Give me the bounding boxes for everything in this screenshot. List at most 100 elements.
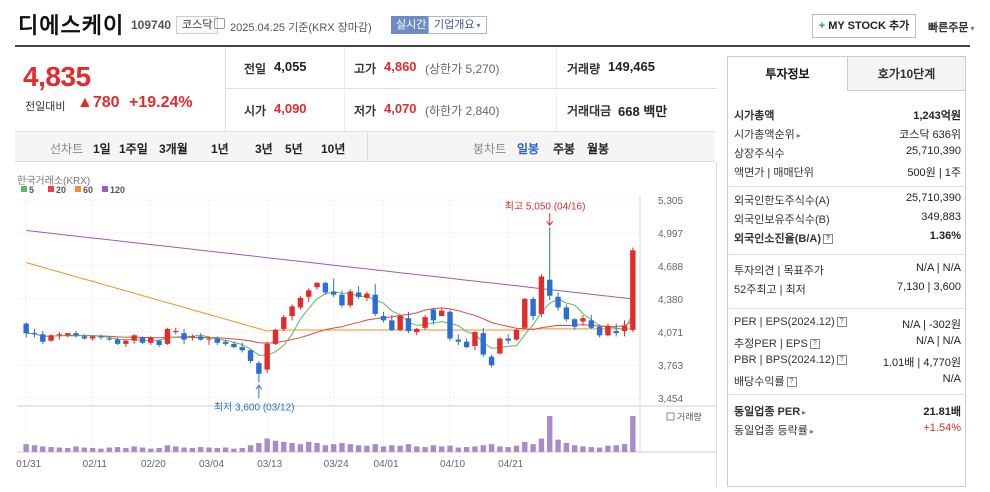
info-value: 1.36%: [929, 230, 961, 242]
quick-order-button[interactable]: 빠른주문 ▾: [928, 19, 975, 35]
help-icon[interactable]: ?: [809, 339, 820, 350]
tab-orderbook[interactable]: 호가10단계: [847, 57, 965, 91]
candle-body: [480, 333, 486, 355]
candle-body: [148, 337, 154, 343]
candle-body: [222, 341, 229, 344]
volume-bar: [189, 447, 196, 452]
y-tick-label: 3,454: [658, 394, 683, 405]
volume-bar: [322, 445, 329, 452]
volume-bar: [56, 447, 63, 452]
divider: [226, 88, 717, 89]
info-key: 외국인소진율(B/A)?: [734, 230, 833, 246]
candle-body: [56, 334, 63, 336]
mystock-add-button[interactable]: + MY STOCK 추가: [812, 14, 916, 38]
period-tab-4[interactable]: 1년: [211, 142, 229, 156]
info-row[interactable]: 시가총액순위 ▸ 코스닥 636위: [734, 126, 961, 145]
volume-bar: [422, 447, 428, 452]
candle-tab-1[interactable]: 일봉: [517, 142, 540, 156]
candle-body: [430, 309, 437, 321]
period-tab-3[interactable]: 3개월: [159, 142, 188, 156]
help-icon[interactable]: ?: [786, 377, 797, 388]
ma5-line: [26, 291, 634, 356]
candle-tab-2[interactable]: 주봉: [553, 142, 576, 156]
info-row: 상장주식수 25,710,390: [734, 145, 961, 164]
candle-tab-3[interactable]: 월봉: [587, 142, 610, 156]
info-key: 액면가 | 매매단위: [734, 167, 814, 179]
info-key: 시가총액순위 ▸: [734, 129, 801, 141]
ma-legend-swatch: [48, 186, 54, 192]
candle-body: [438, 310, 445, 317]
ma-legend-swatch: [75, 186, 81, 192]
info-value: N/A | -302원: [902, 319, 961, 331]
info-row[interactable]: 동일업종 등락률 ▸ +1.54%: [734, 422, 961, 441]
volume-bar: [231, 448, 237, 452]
info-value: N/A: [942, 373, 961, 385]
period-tab-1[interactable]: 1일: [93, 142, 111, 156]
help-icon[interactable]: ?: [836, 355, 847, 366]
company-overview-button[interactable]: 기업개요 ▾: [428, 16, 487, 34]
candle-body: [272, 329, 279, 344]
candle-body: [322, 282, 329, 293]
info-row: 외국인한도주식수(A) 25,710,390: [734, 192, 961, 211]
info-value: 25,710,390: [905, 192, 961, 204]
volume-bar: [272, 440, 279, 452]
info-row: 투자의견 | 목표주가 N/A | N/A: [734, 262, 961, 281]
volume-bar: [480, 445, 486, 452]
candle-body: [447, 311, 453, 339]
period-tab-5[interactable]: 3년: [255, 142, 273, 156]
candle-body: [297, 297, 304, 308]
info-row[interactable]: 동일업종 PER ▸ 21.81배: [734, 403, 961, 422]
help-icon[interactable]: ?: [823, 234, 833, 245]
volume-bar: [297, 444, 304, 452]
candle-body: [330, 291, 337, 295]
lower-limit: (하한가 2,840): [425, 104, 500, 118]
y-tick-label: 4,997: [658, 229, 683, 240]
candle-body: [588, 320, 594, 328]
realtime-button[interactable]: 실시간: [391, 16, 432, 34]
candle-body: [505, 338, 511, 341]
info-row: PBR | BPS(2024.12)? 1.01배 | 4,770원: [734, 354, 961, 373]
candle-body: [164, 328, 171, 344]
candle-body: [173, 331, 179, 333]
volume-bar: [613, 445, 619, 452]
stock-chart[interactable]: 한국거래소(KRX) 5 20 60 120 5,305 4,997 4,688 4,380 4,…: [15, 162, 717, 487]
divider: [367, 132, 368, 161]
volume-bar: [364, 445, 370, 452]
info-value: N/A | N/A: [915, 262, 961, 274]
period-tab-6[interactable]: 5년: [285, 142, 303, 156]
volume-bar: [438, 446, 445, 452]
candle-body: [89, 336, 96, 339]
tab-invest-info[interactable]: 투자정보: [728, 57, 847, 91]
help-icon[interactable]: ?: [836, 317, 847, 328]
ma-legend-label: 60: [83, 185, 93, 195]
volume-bar: [621, 444, 628, 452]
volume-bar: [513, 445, 520, 452]
candle-body: [114, 339, 121, 344]
ma20-line: [26, 307, 634, 344]
divider: [15, 45, 970, 47]
candle-body: [571, 319, 578, 327]
amount-unit: 백만: [643, 104, 668, 119]
volume-bar: [314, 443, 320, 452]
candle-body: [389, 320, 395, 330]
period-tab-7[interactable]: 10년: [321, 142, 346, 156]
candle-body: [613, 331, 619, 334]
volume-bar: [48, 447, 54, 452]
divider: [729, 394, 966, 395]
volume-bar: [23, 444, 29, 452]
x-tick-label: 03/24: [324, 459, 349, 470]
plus-icon: +: [818, 20, 829, 32]
period-tab-2[interactable]: 1주일: [119, 142, 148, 156]
volume-bar: [596, 447, 603, 452]
x-tick-label: 03/04: [199, 459, 224, 470]
divider: [344, 47, 345, 131]
prev-label: 전일: [244, 62, 267, 76]
market-badge: 코스닥: [176, 16, 219, 34]
volume-bar: [463, 447, 470, 452]
volume-bar: [81, 447, 88, 452]
x-tick-label: 04/10: [440, 459, 465, 470]
volume-bar: [330, 444, 337, 452]
candle-body: [139, 337, 146, 343]
candle-body: [580, 318, 586, 322]
amount-value: 668 백만: [618, 101, 667, 120]
